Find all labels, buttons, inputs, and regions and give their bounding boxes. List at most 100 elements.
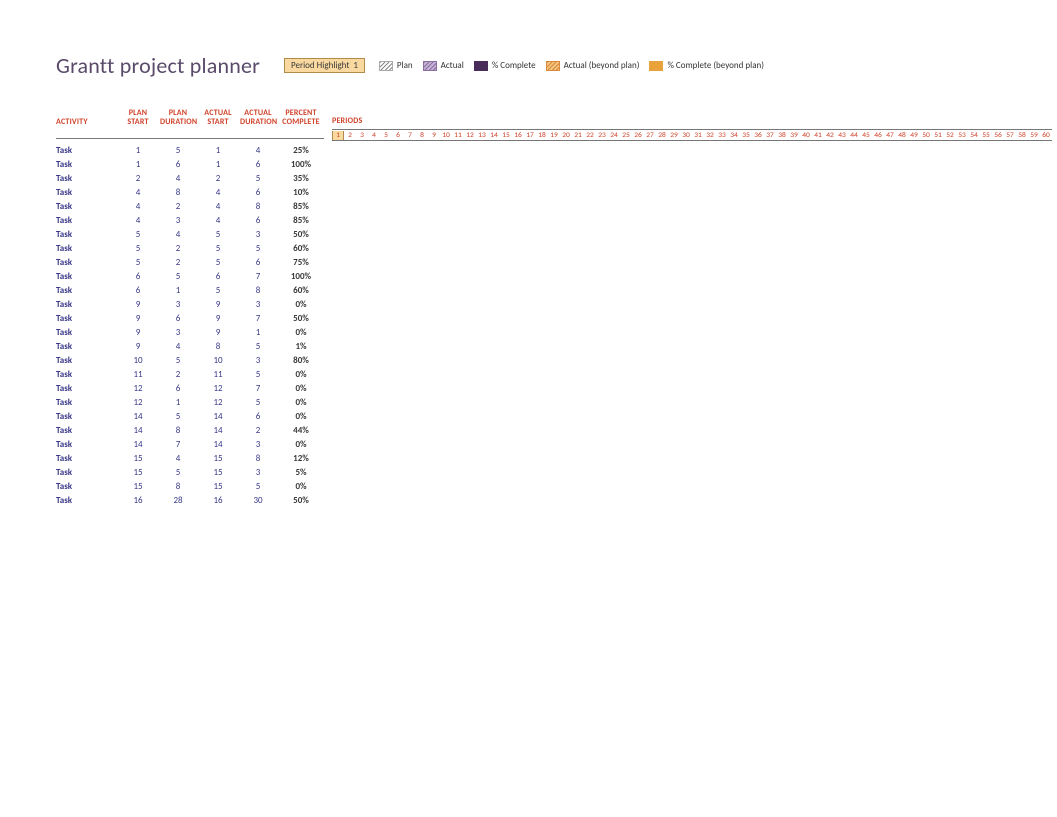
period-35: 35 (740, 131, 752, 140)
task-actual-start: 12 (198, 383, 238, 394)
period-18: 18 (536, 131, 548, 140)
task-percent-complete: 10% (278, 187, 324, 198)
task-row[interactable]: Task424885% (56, 199, 1057, 213)
task-percent-complete: 85% (278, 215, 324, 226)
task-actual-duration: 4 (238, 145, 278, 156)
task-name: Task (56, 243, 118, 254)
task-row[interactable]: Task1261270% (56, 381, 1057, 395)
period-60: 60 (1040, 131, 1052, 140)
task-percent-complete: 100% (278, 271, 324, 282)
task-plan-start: 1 (118, 159, 158, 170)
task-plan-start: 15 (118, 467, 158, 478)
period-14: 14 (488, 131, 500, 140)
period-10: 10 (440, 131, 452, 140)
task-row[interactable]: Task242535% (56, 171, 1057, 185)
task-percent-complete: 60% (278, 243, 324, 254)
task-percent-complete: 0% (278, 369, 324, 380)
task-plan-start: 5 (118, 229, 158, 240)
period-57: 57 (1004, 131, 1016, 140)
task-name: Task (56, 467, 118, 478)
task-actual-start: 16 (198, 495, 238, 506)
task-actual-start: 14 (198, 425, 238, 436)
period-27: 27 (644, 131, 656, 140)
task-plan-start: 11 (118, 369, 158, 380)
task-row[interactable]: Task1451460% (56, 409, 1057, 423)
task-plan-duration: 6 (158, 313, 198, 324)
period-51: 51 (932, 131, 944, 140)
task-plan-start: 14 (118, 425, 158, 436)
task-row[interactable]: Task969750% (56, 311, 1057, 325)
task-name: Task (56, 187, 118, 198)
task-percent-complete: 12% (278, 453, 324, 464)
task-row[interactable]: Task93930% (56, 297, 1057, 311)
task-percent-complete: 80% (278, 355, 324, 366)
task-plan-start: 4 (118, 215, 158, 226)
task-row[interactable]: Task151425% (56, 143, 1057, 157)
task-row[interactable]: Task1551535% (56, 465, 1057, 479)
swatch-actual-beyond-icon (546, 61, 560, 71)
legend: Plan Actual % Complete Actual (beyond pl… (379, 60, 764, 71)
period-46: 46 (872, 131, 884, 140)
task-row[interactable]: Task1121150% (56, 367, 1057, 381)
task-actual-start: 5 (198, 285, 238, 296)
task-row[interactable]: Task525560% (56, 241, 1057, 255)
period-52: 52 (944, 131, 956, 140)
task-actual-start: 12 (198, 397, 238, 408)
period-45: 45 (860, 131, 872, 140)
task-percent-complete: 60% (278, 285, 324, 296)
task-row[interactable]: Task615860% (56, 283, 1057, 297)
task-plan-duration: 2 (158, 257, 198, 268)
period-49: 49 (908, 131, 920, 140)
task-row[interactable]: Task434685% (56, 213, 1057, 227)
task-name: Task (56, 383, 118, 394)
task-actual-start: 9 (198, 327, 238, 338)
period-38: 38 (776, 131, 788, 140)
task-name: Task (56, 341, 118, 352)
task-row[interactable]: Task1616100% (56, 157, 1057, 171)
task-row[interactable]: Task1211250% (56, 395, 1057, 409)
legend-plan: Plan (379, 60, 413, 71)
task-plan-duration: 3 (158, 215, 198, 226)
legend-actual: Actual (423, 60, 464, 71)
task-actual-duration: 8 (238, 201, 278, 212)
task-percent-complete: 0% (278, 411, 324, 422)
task-name: Task (56, 425, 118, 436)
task-plan-start: 5 (118, 243, 158, 254)
task-row[interactable]: Task1471430% (56, 437, 1057, 451)
task-actual-start: 14 (198, 439, 238, 450)
task-row[interactable]: Task1581550% (56, 479, 1057, 493)
period-24: 24 (608, 131, 620, 140)
task-row[interactable]: Task484610% (56, 185, 1057, 199)
task-percent-complete: 1% (278, 341, 324, 352)
task-row[interactable]: Task94851% (56, 339, 1057, 353)
legend-pct-complete: % Complete (474, 60, 536, 71)
task-row[interactable]: Task525675% (56, 255, 1057, 269)
task-actual-duration: 3 (238, 467, 278, 478)
header-row: Grantt project planner Period Highlight … (56, 52, 1057, 79)
task-actual-duration: 5 (238, 369, 278, 380)
task-percent-complete: 50% (278, 229, 324, 240)
task-plan-start: 15 (118, 453, 158, 464)
period-59: 59 (1028, 131, 1040, 140)
task-percent-complete: 75% (278, 257, 324, 268)
task-row[interactable]: Task10510380% (56, 353, 1057, 367)
period-16: 16 (512, 131, 524, 140)
task-name: Task (56, 411, 118, 422)
period-26: 26 (632, 131, 644, 140)
task-plan-start: 12 (118, 383, 158, 394)
task-row[interactable]: Task14814244% (56, 423, 1057, 437)
period-highlight-box[interactable]: Period Highlight 1 (284, 58, 365, 73)
period-39: 39 (788, 131, 800, 140)
task-name: Task (56, 215, 118, 226)
task-row[interactable]: Task15415812% (56, 451, 1057, 465)
period-56: 56 (992, 131, 1004, 140)
task-row[interactable]: Task6567100% (56, 269, 1057, 283)
task-actual-duration: 7 (238, 313, 278, 324)
task-actual-duration: 8 (238, 453, 278, 464)
task-row[interactable]: Task1628163050% (56, 493, 1057, 507)
header-activity: ACTIVITY (56, 117, 118, 127)
task-row[interactable]: Task545350% (56, 227, 1057, 241)
task-row[interactable]: Task93910% (56, 325, 1057, 339)
task-plan-start: 9 (118, 327, 158, 338)
period-55: 55 (980, 131, 992, 140)
